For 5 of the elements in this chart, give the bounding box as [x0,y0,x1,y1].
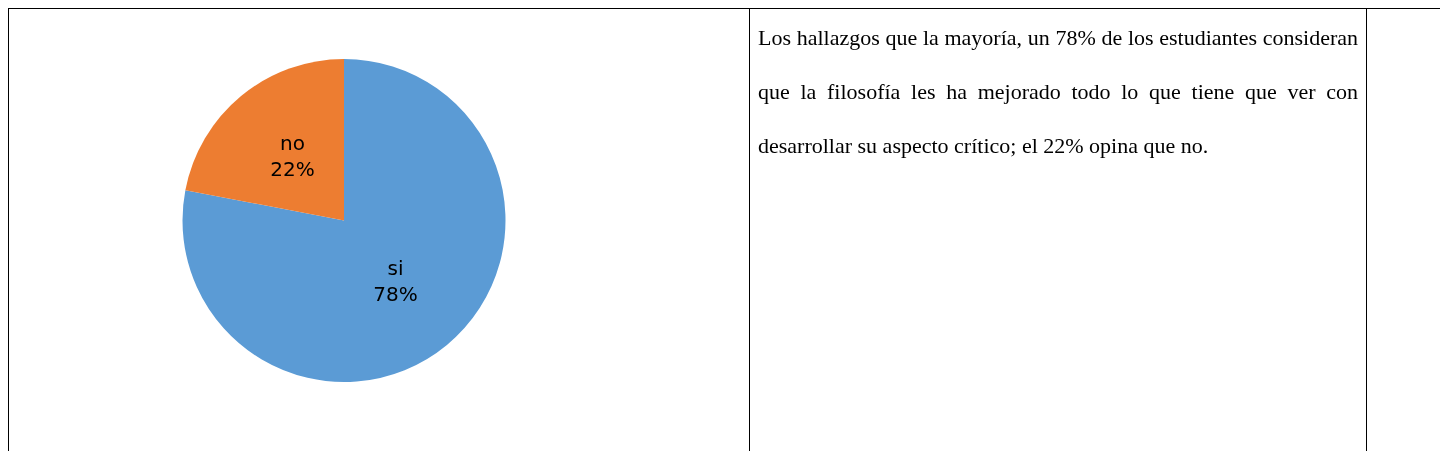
data-label: 78% [373,281,418,306]
slice-label: si [387,255,404,280]
slice-label: no [280,131,305,156]
data-label: 22% [270,157,315,182]
text: Los hallazgos que la mayoría, un 78% de los estudiantes consideran que la filosofía les ha mejorado todo lo que tiene que ver con desarrollar su aspecto crítico; el 22% opina que no. [758,25,1358,158]
